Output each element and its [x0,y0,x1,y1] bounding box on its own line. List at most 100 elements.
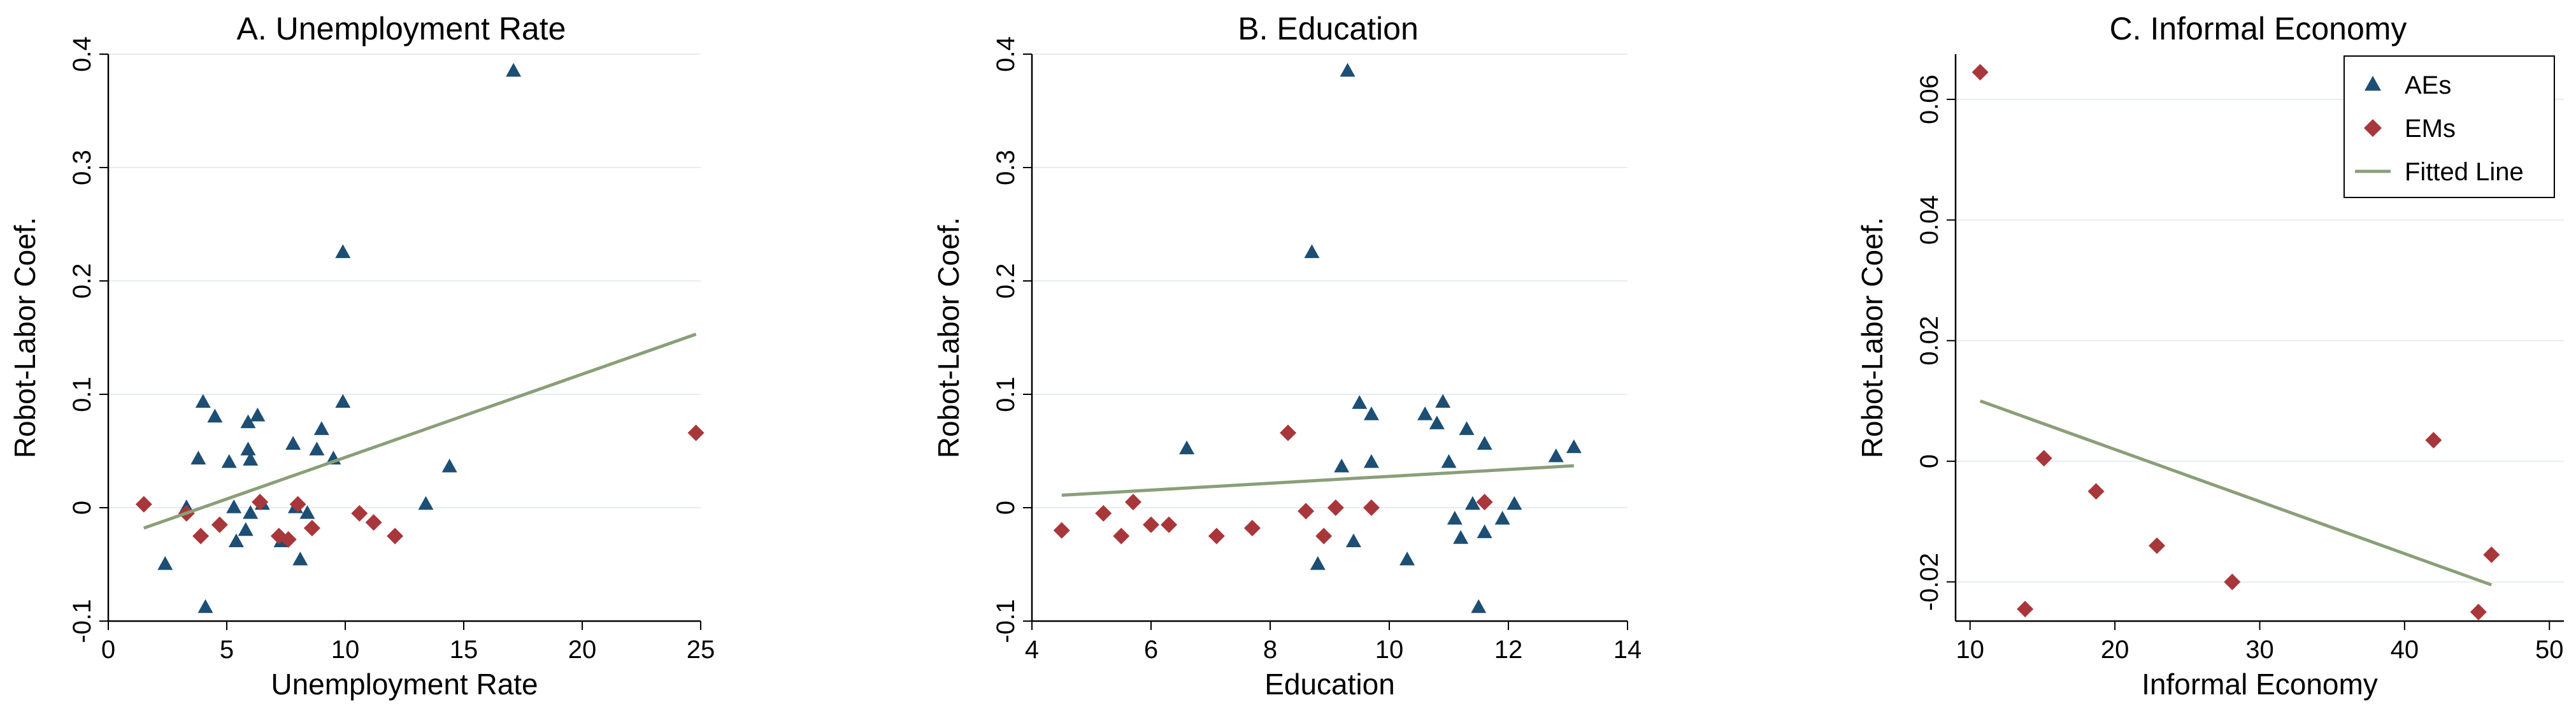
legend-label: EMs [2405,115,2456,143]
y-tick-label: -0.1 [68,599,96,643]
em-point [1298,503,1315,520]
x-tick-label: 15 [450,636,478,664]
y-axis-label: Robot-Labor Coef. [8,217,41,458]
x-tick-label: 5 [220,636,234,664]
ae-point [299,505,315,519]
ae-point [309,441,325,455]
ae-point [1459,421,1475,435]
ae-point [1566,439,1582,454]
ae-point [226,499,242,513]
em-point [1327,499,1344,516]
chart-title: B. Education [1238,11,1419,47]
em-point [1161,516,1178,533]
ae-point [228,533,244,548]
em-point [1053,522,1070,539]
x-tick-label: 10 [1956,636,1984,664]
fitted-line [1061,464,1574,497]
ae-point [221,454,237,468]
legend: AEs EMs Fitted Line [2343,55,2555,198]
em-point [2087,483,2105,500]
fitted-line [1979,399,2493,587]
em-point [2017,601,2034,618]
x-tick-label: 50 [2535,636,2564,664]
y-tick-label: 0.4 [992,36,1020,72]
ae-point [1494,510,1510,525]
x-tick-label: 20 [2101,636,2129,664]
x-tick-label: 20 [568,636,597,664]
ae-point [418,496,434,510]
x-tick-label: 12 [1494,636,1523,664]
y-tick-label: 0.02 [1915,316,1943,366]
ae-point [1340,62,1356,77]
ae-point [1441,454,1457,468]
y-tick-label: -0.02 [1915,553,1943,611]
em-point [1143,516,1159,533]
x-tick-label: 30 [2245,636,2274,664]
ae-point [157,556,173,570]
ae-point [1399,551,1415,566]
y-tick-label: 0 [1915,454,1943,468]
ae-point [285,436,301,450]
ae-point [197,599,213,613]
y-tick-label: 0.04 [1915,195,1943,245]
ae-point [1417,406,1433,420]
ae-point [313,421,329,435]
ae-point [1304,244,1320,259]
x-tick-label: 0 [101,636,115,664]
y-tick-label: 0.4 [68,36,96,72]
em-point [1363,499,1380,516]
em-point [1208,527,1225,545]
ae-point [1352,395,1368,409]
em-point [2224,573,2241,591]
em-point [135,496,152,513]
ae-point [1310,556,1326,570]
legend-label: AEs [2405,71,2451,99]
em-point [1280,424,1297,441]
x-tick-label: 10 [1375,636,1404,664]
y-tick-label: 0.1 [992,376,1020,412]
panel-1: A. Unemployment Rate-0.100.10.20.30.40 5 1… [8,11,715,701]
em-point [2035,450,2052,467]
em-point [1095,505,1112,522]
y-tick-label: 0 [992,501,1020,515]
legend-diamond-swatch [2364,119,2382,137]
fitted-line [143,333,697,530]
em-point [1315,527,1333,545]
y-tick-label: 0.3 [68,150,96,185]
y-tick-label: 0 [68,501,96,515]
x-tick-label: 6 [1144,636,1158,664]
em-point [303,520,320,537]
em-point [687,424,705,441]
ae-point [1477,524,1492,538]
y-axis-label: Robot-Labor Coef. [1856,217,1889,458]
ae-point [335,244,351,259]
em-point [252,494,269,511]
x-tick-label: 4 [1025,636,1039,664]
ae-point [1363,406,1379,420]
ae-point [335,394,351,408]
x-tick-label: 40 [2391,636,2419,664]
ae-point [240,441,256,455]
ae-point [243,505,259,519]
y-tick-label: 0.06 [1915,75,1943,124]
ae-point [1453,530,1469,544]
ae-point [1345,533,1361,548]
x-axis-label: Unemployment Rate [271,668,538,701]
ae-point [1477,436,1492,450]
ae-point [240,414,256,429]
x-axis-label: Education [1264,668,1395,701]
ae-point [1506,496,1522,510]
ae-point [1471,599,1487,613]
ae-point [238,522,254,536]
y-tick-label: -0.1 [992,599,1020,643]
em-point [351,505,368,522]
x-tick-label: 10 [331,636,360,664]
ae-point [1447,510,1463,525]
x-tick-label: 8 [1263,636,1277,664]
em-point [1243,520,1261,537]
em-point [2425,431,2442,448]
ae-point [1435,394,1451,408]
ae-point [1429,415,1445,429]
em-point [387,527,404,545]
